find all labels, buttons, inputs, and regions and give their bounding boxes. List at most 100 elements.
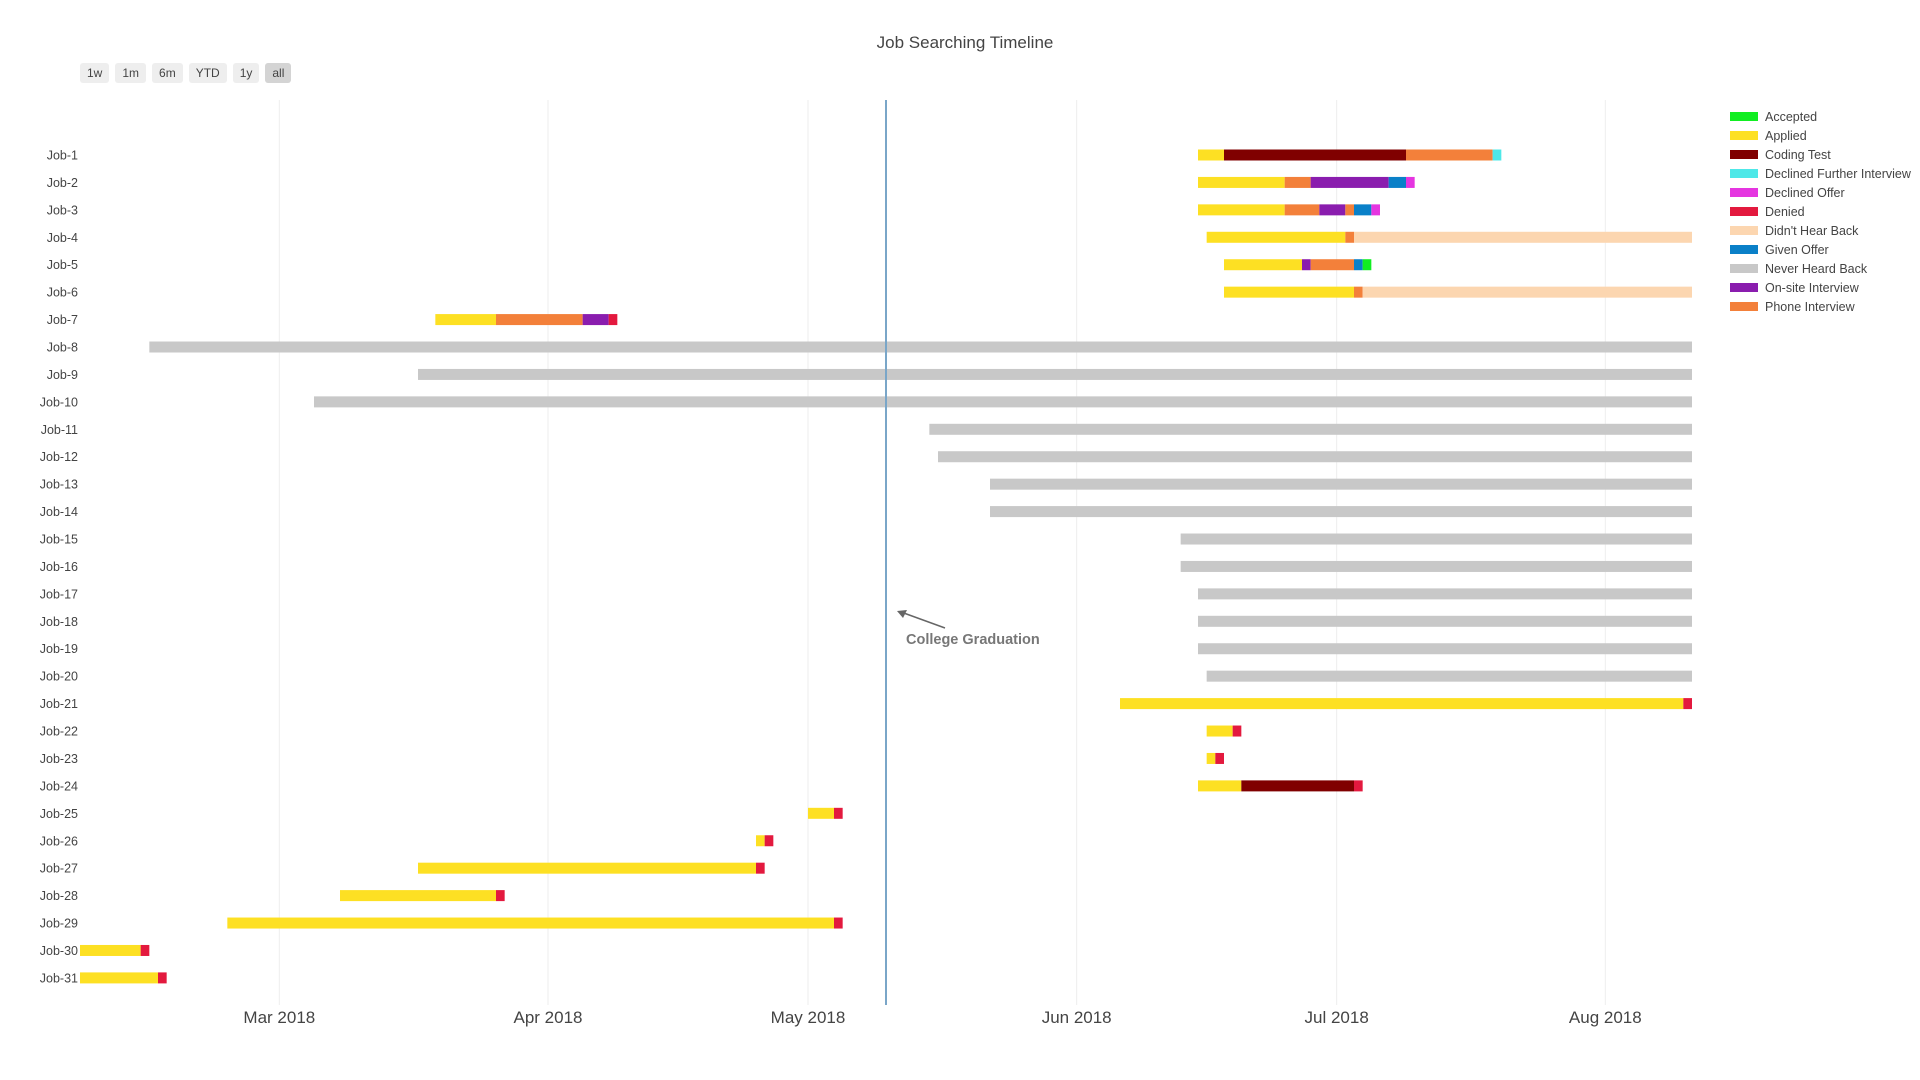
range-button-1y[interactable]: 1y bbox=[232, 63, 260, 83]
bar-applied[interactable] bbox=[340, 890, 496, 902]
legend-swatch bbox=[1730, 169, 1758, 178]
legend-swatch bbox=[1730, 283, 1758, 292]
bar-phone-interview[interactable] bbox=[1284, 204, 1320, 216]
legend-swatch bbox=[1730, 207, 1758, 216]
y-tick-label: Job-19 bbox=[40, 642, 78, 656]
legend-item[interactable]: On-site Interview bbox=[1730, 278, 1911, 297]
legend-label: Didn't Hear Back bbox=[1765, 223, 1859, 238]
bar-denied[interactable] bbox=[140, 944, 150, 956]
bar-applied[interactable] bbox=[1198, 176, 1285, 188]
bar-applied[interactable] bbox=[227, 917, 835, 929]
bar-on-site-interview[interactable] bbox=[582, 314, 609, 326]
bar-coding-test[interactable] bbox=[1224, 149, 1406, 161]
bar-denied[interactable] bbox=[158, 972, 167, 984]
bar-phone-interview[interactable] bbox=[1310, 259, 1354, 271]
bar-applied[interactable] bbox=[1224, 286, 1354, 298]
bar-never-heard-back[interactable] bbox=[990, 478, 1692, 490]
bar-phone-interview[interactable] bbox=[1345, 231, 1354, 243]
bar-applied[interactable] bbox=[1120, 698, 1684, 710]
legend-label: Given Offer bbox=[1765, 242, 1829, 257]
bar-didn-t-hear-back[interactable] bbox=[1362, 286, 1692, 298]
bar-denied[interactable] bbox=[1232, 725, 1242, 737]
bar-applied[interactable] bbox=[80, 972, 158, 984]
legend-item[interactable]: Never Heard Back bbox=[1730, 259, 1911, 278]
bar-phone-interview[interactable] bbox=[496, 314, 583, 326]
bar-denied[interactable] bbox=[1354, 780, 1363, 792]
bar-applied[interactable] bbox=[435, 314, 496, 326]
bar-denied[interactable] bbox=[834, 807, 843, 819]
bar-applied[interactable] bbox=[1198, 780, 1242, 792]
y-tick-label: Job-13 bbox=[40, 478, 78, 492]
bar-applied[interactable] bbox=[1198, 204, 1285, 216]
bar-on-site-interview[interactable] bbox=[1302, 259, 1311, 271]
bar-never-heard-back[interactable] bbox=[314, 396, 1692, 408]
range-button-6m[interactable]: 6m bbox=[152, 63, 183, 83]
legend-item[interactable]: Coding Test bbox=[1730, 145, 1911, 164]
bar-phone-interview[interactable] bbox=[1354, 286, 1363, 298]
bar-applied[interactable] bbox=[1198, 149, 1224, 161]
legend-item[interactable]: Declined Offer bbox=[1730, 183, 1911, 202]
bar-phone-interview[interactable] bbox=[1345, 204, 1354, 216]
x-tick-label: Jul 2018 bbox=[1305, 1008, 1369, 1027]
bar-didn-t-hear-back[interactable] bbox=[1354, 231, 1692, 243]
bar-denied[interactable] bbox=[764, 835, 774, 847]
bar-never-heard-back[interactable] bbox=[1198, 643, 1692, 655]
bar-denied[interactable] bbox=[1683, 698, 1692, 710]
bar-applied[interactable] bbox=[418, 862, 756, 874]
y-tick-label: Job-18 bbox=[40, 615, 78, 629]
y-tick-label: Job-24 bbox=[40, 779, 78, 793]
bar-never-heard-back[interactable] bbox=[1198, 588, 1692, 600]
legend-label: Declined Offer bbox=[1765, 185, 1845, 200]
annotation-arrow-line bbox=[900, 611, 946, 629]
bar-never-heard-back[interactable] bbox=[938, 451, 1692, 463]
legend-label: Accepted bbox=[1765, 109, 1818, 124]
bar-phone-interview[interactable] bbox=[1406, 149, 1493, 161]
bar-never-heard-back[interactable] bbox=[1180, 560, 1692, 572]
bar-on-site-interview[interactable] bbox=[1319, 204, 1346, 216]
bar-given-offer[interactable] bbox=[1388, 176, 1406, 188]
bar-denied[interactable] bbox=[608, 314, 618, 326]
bar-applied[interactable] bbox=[80, 944, 141, 956]
range-button-ytd[interactable]: YTD bbox=[188, 63, 227, 83]
bar-accepted[interactable] bbox=[1362, 259, 1372, 271]
legend-item[interactable]: Didn't Hear Back bbox=[1730, 221, 1911, 240]
legend-item[interactable]: Given Offer bbox=[1730, 240, 1911, 259]
bar-declined-further-interview[interactable] bbox=[1492, 149, 1502, 161]
range-button-all[interactable]: all bbox=[265, 63, 292, 83]
legend-item[interactable]: Denied bbox=[1730, 202, 1911, 221]
legend-item[interactable]: Applied bbox=[1730, 126, 1911, 145]
bar-on-site-interview[interactable] bbox=[1310, 176, 1389, 188]
bar-never-heard-back[interactable] bbox=[149, 341, 1692, 353]
y-tick-label: Job-23 bbox=[40, 752, 78, 766]
bar-applied[interactable] bbox=[1206, 725, 1233, 737]
bar-never-heard-back[interactable] bbox=[990, 506, 1692, 518]
legend-item[interactable]: Accepted bbox=[1730, 107, 1911, 126]
bar-phone-interview[interactable] bbox=[1284, 176, 1311, 188]
bar-given-offer[interactable] bbox=[1354, 259, 1363, 271]
range-button-1w[interactable]: 1w bbox=[80, 63, 110, 83]
bar-declined-offer[interactable] bbox=[1406, 176, 1415, 188]
bar-never-heard-back[interactable] bbox=[1180, 533, 1692, 545]
bar-denied[interactable] bbox=[756, 862, 765, 874]
bar-applied[interactable] bbox=[808, 807, 834, 819]
bar-never-heard-back[interactable] bbox=[1206, 670, 1692, 682]
bar-denied[interactable] bbox=[496, 890, 505, 902]
legend-item[interactable]: Declined Further Interview bbox=[1730, 164, 1911, 183]
bar-applied[interactable] bbox=[756, 835, 765, 847]
bar-applied[interactable] bbox=[1206, 231, 1346, 243]
bar-denied[interactable] bbox=[1215, 752, 1224, 764]
bar-coding-test[interactable] bbox=[1241, 780, 1354, 792]
bar-never-heard-back[interactable] bbox=[929, 423, 1692, 435]
bar-applied[interactable] bbox=[1224, 259, 1302, 271]
range-button-1m[interactable]: 1m bbox=[115, 63, 147, 83]
y-tick-label: Job-16 bbox=[40, 560, 78, 574]
bar-given-offer[interactable] bbox=[1354, 204, 1372, 216]
bar-declined-offer[interactable] bbox=[1371, 204, 1380, 216]
bar-applied[interactable] bbox=[1206, 752, 1216, 764]
bar-never-heard-back[interactable] bbox=[418, 368, 1692, 380]
bar-denied[interactable] bbox=[834, 917, 843, 929]
y-tick-label: Job-8 bbox=[47, 341, 78, 355]
legend-item[interactable]: Phone Interview bbox=[1730, 297, 1911, 316]
bar-never-heard-back[interactable] bbox=[1198, 615, 1692, 627]
